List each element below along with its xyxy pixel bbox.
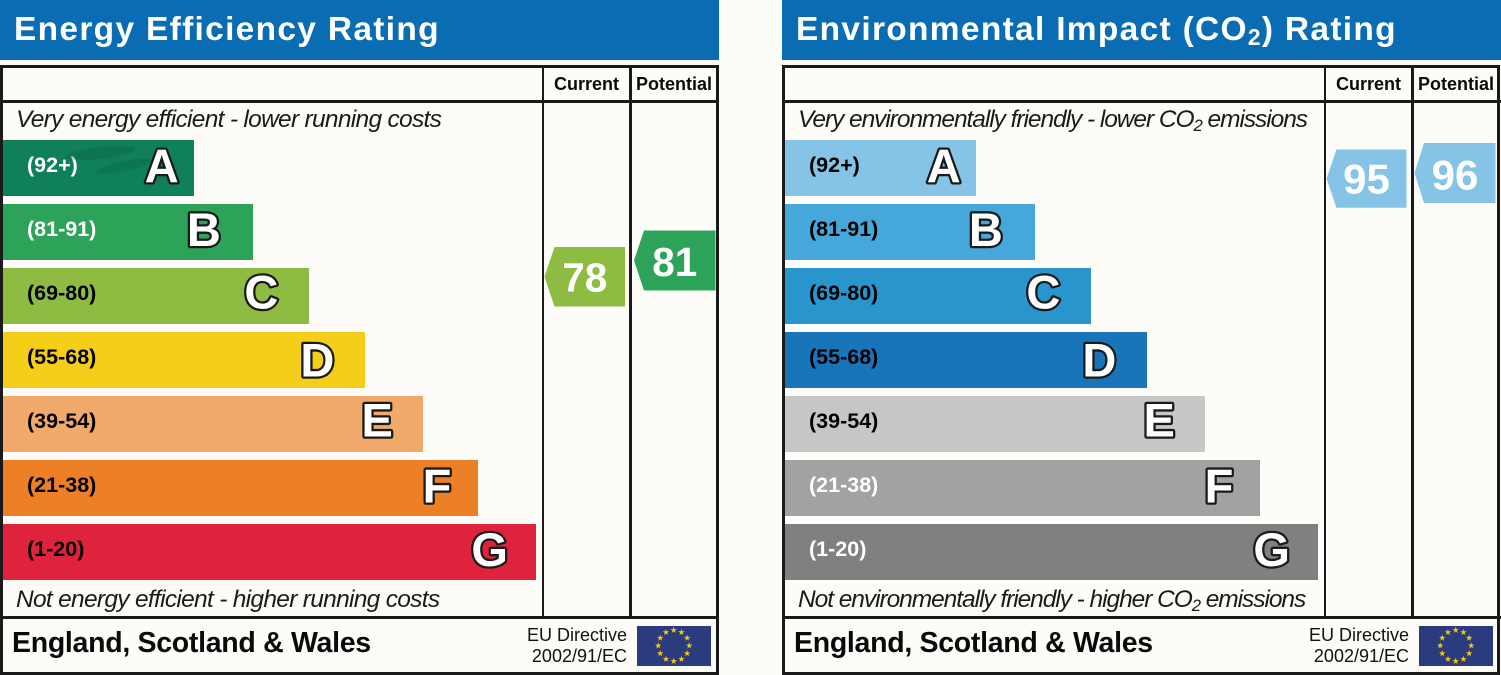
svg-text:G: G: [1253, 523, 1290, 576]
svg-text:81: 81: [652, 239, 697, 285]
svg-text:E: E: [1144, 393, 1175, 446]
svg-text:A: A: [145, 140, 179, 193]
svg-text:E: E: [362, 393, 393, 446]
svg-text:C: C: [1026, 266, 1060, 319]
svg-text:G: G: [471, 523, 508, 576]
svg-text:95: 95: [1343, 156, 1390, 203]
svg-text:D: D: [1082, 334, 1116, 387]
svg-text:B: B: [187, 203, 221, 256]
svg-text:F: F: [423, 460, 452, 513]
svg-text:96: 96: [1432, 151, 1479, 198]
svg-text:D: D: [300, 334, 334, 387]
svg-text:C: C: [244, 266, 278, 319]
svg-text:A: A: [927, 140, 961, 193]
svg-text:F: F: [1205, 460, 1234, 513]
svg-text:78: 78: [562, 255, 607, 301]
svg-text:B: B: [969, 203, 1003, 256]
